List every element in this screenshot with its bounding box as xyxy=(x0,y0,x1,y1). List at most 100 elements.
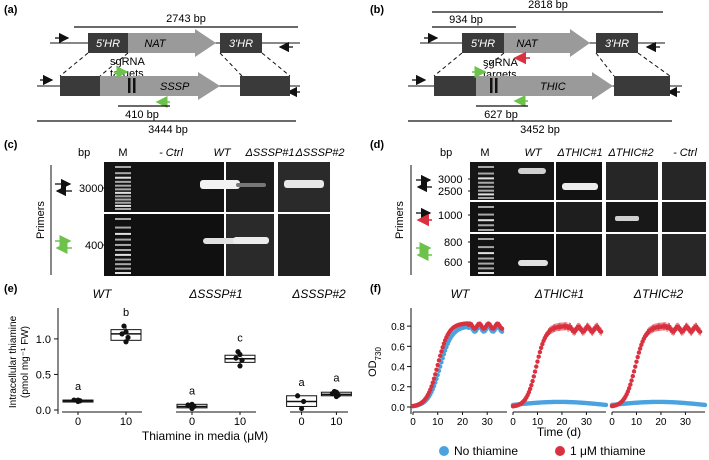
y-axis-unit: (pmol mg⁻¹ FW) xyxy=(20,326,31,398)
data-point xyxy=(499,329,505,334)
data-point xyxy=(435,362,440,368)
gel-band xyxy=(200,180,240,189)
lane-label: ΔTHIC#1 xyxy=(556,147,602,159)
panel-c-label: (c) xyxy=(4,139,18,151)
size-label: 600 xyxy=(444,257,462,269)
y-tick-label: 0.0 xyxy=(391,403,405,414)
crossover-line xyxy=(99,52,129,77)
ladder-band xyxy=(115,188,131,191)
nat-arrow xyxy=(504,29,590,57)
size-label: 2500 xyxy=(438,186,462,198)
sgrna-label: sgRNA xyxy=(483,57,519,69)
legend-marker xyxy=(555,446,565,456)
data-point xyxy=(598,329,604,334)
ladder-band xyxy=(115,176,131,179)
x-tick-label: 20 xyxy=(655,417,667,428)
lane-label: ΔTHIC#2 xyxy=(607,147,653,159)
genome-flank-box xyxy=(614,76,670,96)
x-tick-label: 0 xyxy=(510,417,516,428)
crossover-line xyxy=(261,52,291,77)
primers-label: Primers xyxy=(394,201,406,239)
legend-marker xyxy=(439,446,449,456)
data-point xyxy=(434,367,439,372)
panel-c: (c) bp M - Ctrl WT ΔSSSP#1 ΔSSSP#2 3000 … xyxy=(4,139,344,276)
ladder-band xyxy=(115,201,131,204)
y-axis-label-subscript: 730 xyxy=(374,347,383,361)
data-point xyxy=(535,359,540,364)
gel-image xyxy=(556,202,602,232)
data-point xyxy=(629,378,634,383)
hr5-label: 5'HR xyxy=(96,38,120,50)
gel-image xyxy=(556,162,602,200)
ladder-band xyxy=(478,172,494,175)
gel-band xyxy=(518,168,546,174)
crossover-line xyxy=(433,52,463,77)
data-point xyxy=(441,352,447,357)
data-point xyxy=(635,354,640,360)
panel-a-label: (a) xyxy=(4,4,18,16)
gel-image xyxy=(226,214,274,276)
data-point xyxy=(438,353,443,358)
ladder-bands xyxy=(478,166,494,199)
significance-letter: a xyxy=(189,385,196,397)
genome-flank-box xyxy=(60,76,100,96)
data-point xyxy=(301,398,307,405)
ladder-band xyxy=(478,262,494,265)
sgrna-label: sgRNA xyxy=(110,56,146,68)
crossover-line xyxy=(219,52,243,77)
ladder-band xyxy=(115,191,131,194)
data-point xyxy=(123,329,129,335)
x-axis-label: Thiamine in media (μM) xyxy=(142,429,268,443)
thiamine-box-chart: 0.0 0.5 1.0 Intracellular thiamine (pmol mg⁻… xyxy=(8,287,352,443)
gel-band xyxy=(518,260,548,266)
data-point xyxy=(527,386,533,392)
ladder-band xyxy=(478,193,494,196)
ladder-band xyxy=(115,258,131,261)
gel-image xyxy=(662,202,706,232)
y-tick-label: 0.0 xyxy=(36,405,51,417)
x-tick-label: 0 xyxy=(75,416,81,428)
data-point xyxy=(637,346,643,351)
y-tick-label: 0.6 xyxy=(391,342,405,353)
ladder-band xyxy=(115,243,131,246)
data-point xyxy=(75,397,81,403)
significance-letter: c xyxy=(237,333,243,345)
gel-image xyxy=(606,234,658,276)
y-tick-label: 1.0 xyxy=(36,334,51,346)
facet-title: ΔTHIC#1 xyxy=(534,287,584,301)
x-tick-label: 30 xyxy=(680,417,692,428)
size-label: 3000 xyxy=(438,174,462,186)
data-point xyxy=(233,355,239,361)
ladder-band xyxy=(115,195,131,198)
ladder-band xyxy=(478,229,494,231)
crossover-line xyxy=(59,52,89,77)
lane-label: ΔSSSP#1 xyxy=(245,147,295,159)
x-tick-label: 0 xyxy=(410,417,416,428)
lane-label: ΔSSSP#2 xyxy=(295,147,345,159)
x-tick-label: 10 xyxy=(330,416,342,428)
length-label: 934 bp xyxy=(449,14,483,26)
bp-header: bp xyxy=(78,147,90,159)
ladder-band xyxy=(115,198,131,201)
ladder-band xyxy=(478,206,494,208)
sssp-label: SSSP xyxy=(160,81,190,93)
lane-label: - Ctrl xyxy=(673,147,697,159)
amplicon-label: 410 bp xyxy=(125,109,159,121)
data-point xyxy=(121,323,127,329)
hr3-label: 3'HR xyxy=(605,38,629,50)
size-label: 3000 xyxy=(79,183,103,195)
x-tick-label: 30 xyxy=(581,417,593,428)
data-point xyxy=(71,397,77,403)
amplicon-label: 627 bp xyxy=(484,109,518,121)
facet-title: ΔSSSP#2 xyxy=(291,287,346,301)
data-point xyxy=(530,378,535,384)
data-point xyxy=(239,357,245,363)
gel-image xyxy=(278,214,330,276)
thic-label: THIC xyxy=(540,81,566,93)
gel-band xyxy=(233,237,269,244)
legend-label: 1 μM thiamine xyxy=(570,444,646,458)
x-tick-label: 0 xyxy=(299,416,305,428)
y-tick-label: 0.8 xyxy=(391,322,405,333)
data-point xyxy=(631,369,637,374)
